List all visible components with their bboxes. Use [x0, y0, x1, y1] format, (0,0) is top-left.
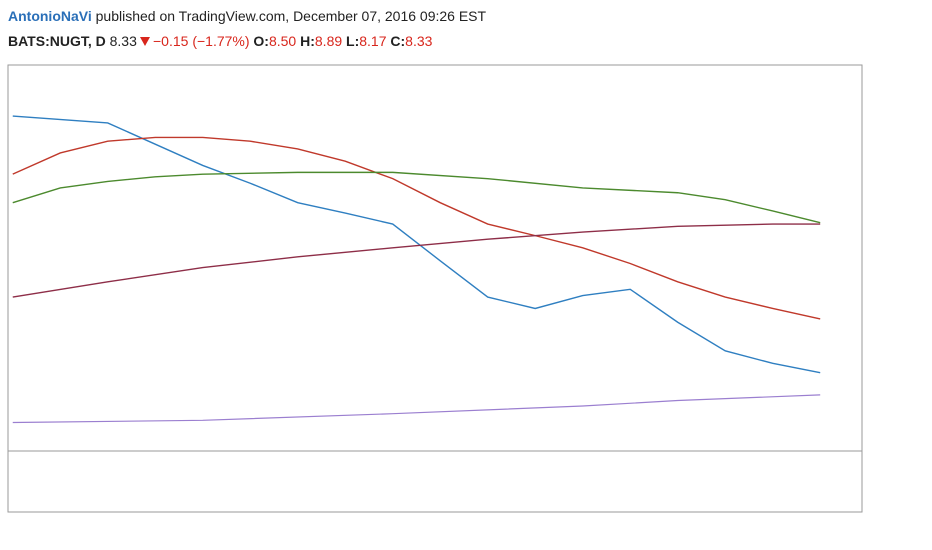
- ohlc: O:: [253, 33, 269, 49]
- header-line: AntonioNaVi published on TradingView.com…: [8, 8, 487, 24]
- ohlc: 8.89: [315, 33, 342, 49]
- price-layer: [12, 115, 821, 374]
- chart-frame: [7, 64, 863, 513]
- ohlc: 8.50: [269, 33, 296, 49]
- moving-average: [12, 171, 821, 224]
- down-arrow: [140, 37, 150, 46]
- volume-layer: [12, 394, 821, 424]
- ohlc: H:: [300, 33, 315, 49]
- volume-ma: [12, 394, 821, 424]
- ohlc-line: −0.15 (−1.77%) O:8.50 H:8.89 L:8.17 C:8.…: [153, 33, 433, 49]
- ohlc: 8.33: [405, 33, 432, 49]
- symbol-line: BATS:NUGT, D 8.33: [8, 33, 137, 49]
- change: −0.15 (−1.77%): [153, 33, 250, 49]
- ohlc: C:: [390, 33, 405, 49]
- last-price: 8.33: [110, 33, 137, 49]
- published: published on TradingView.com, December 0…: [96, 8, 487, 24]
- moving-average: [12, 223, 821, 298]
- ohlc: 8.17: [359, 33, 386, 49]
- ohlc: L:: [346, 33, 359, 49]
- symbol: BATS:NUGT, D: [8, 33, 106, 49]
- author: AntonioNaVi: [8, 8, 92, 24]
- moving-average: [12, 136, 821, 320]
